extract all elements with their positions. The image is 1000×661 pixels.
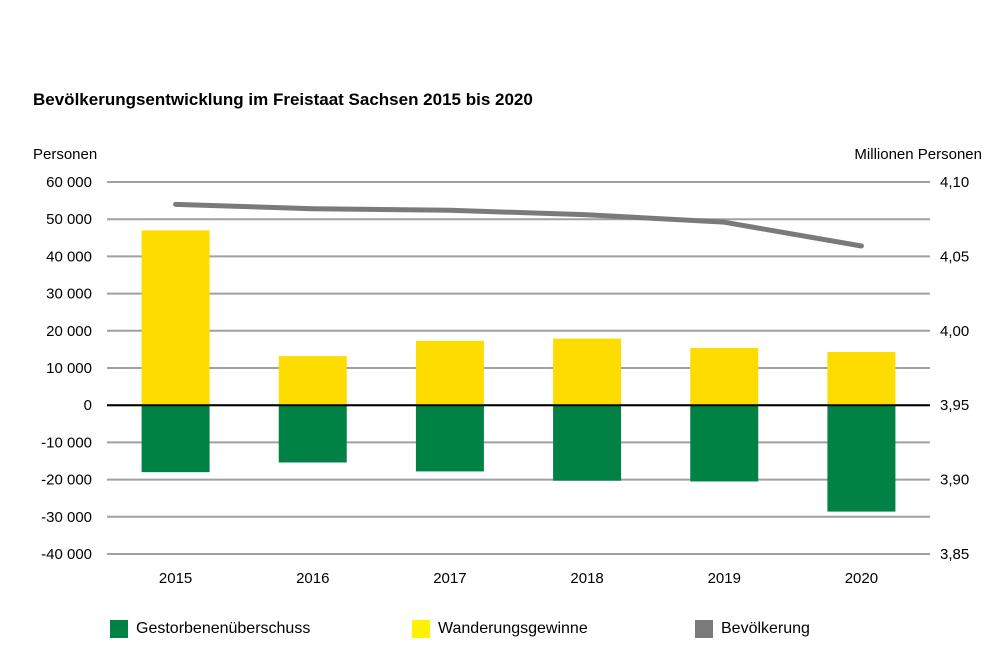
- y-tick-label: -40 000: [41, 546, 92, 563]
- y-tick-label: 0: [84, 397, 92, 414]
- chart-title: Bevölkerungsentwicklung im Freistaat Sac…: [33, 90, 533, 109]
- y-tick-label: -30 000: [41, 509, 92, 526]
- y2-axis-label: Millionen Personen: [854, 146, 982, 163]
- bar-wanderungsgewinne: [827, 352, 896, 406]
- bar-gestorbenenüberschuss: [141, 405, 210, 473]
- x-tick-label: 2018: [570, 570, 603, 587]
- bar-gestorbenenüberschuss: [827, 405, 896, 512]
- bar-gestorbenenüberschuss: [690, 405, 759, 482]
- y-tick-label: 20 000: [46, 323, 92, 340]
- legend-item-gestorbenenueberschuss: Gestorbenenüberschuss: [110, 620, 310, 638]
- bar-wanderungsgewinne: [690, 347, 759, 406]
- legend-item-bevoelkerung: Bevölkerung: [695, 620, 810, 638]
- y2-tick-label: 3,85: [940, 546, 969, 563]
- bar-gestorbenenüberschuss: [415, 405, 484, 472]
- x-tick-label: 2016: [296, 570, 329, 587]
- legend-swatch: [695, 620, 713, 638]
- x-tick-label: 2017: [433, 570, 466, 587]
- y-tick-label: 10 000: [46, 360, 92, 377]
- x-tick-label: 2019: [708, 570, 741, 587]
- y-tick-label: 40 000: [46, 248, 92, 265]
- bar-gestorbenenüberschuss: [278, 405, 347, 463]
- bar-wanderungsgewinne: [415, 340, 484, 406]
- bar-gestorbenenüberschuss: [553, 405, 622, 481]
- y-tick-label: 30 000: [46, 286, 92, 303]
- bar-wanderungsgewinne: [553, 338, 622, 406]
- legend-label: Wanderungsgewinne: [438, 620, 588, 637]
- bar-wanderungsgewinne: [278, 356, 347, 406]
- x-tick-label: 2020: [845, 570, 878, 587]
- y2-tick-label: 4,10: [940, 174, 969, 191]
- line-bevoelkerung: [173, 201, 864, 249]
- y2-tick-label: 4,00: [940, 323, 969, 340]
- legend-label: Bevölkerung: [721, 620, 810, 637]
- bar-wanderungsgewinne: [141, 230, 210, 406]
- legend-swatch: [412, 620, 430, 638]
- x-tick-label: 2015: [159, 570, 192, 587]
- legend-item-wanderungsgewinne: Wanderungsgewinne: [412, 620, 588, 638]
- y-tick-label: -10 000: [41, 434, 92, 451]
- y-tick-label: -20 000: [41, 472, 92, 489]
- legend-label: Gestorbenenüberschuss: [136, 620, 311, 637]
- legend-swatch: [110, 620, 128, 638]
- y-tick-label: 60 000: [46, 174, 92, 191]
- y2-tick-label: 4,05: [940, 248, 969, 265]
- y2-tick-label: 3,90: [940, 472, 969, 489]
- y2-tick-label: 3,95: [940, 397, 969, 414]
- y-tick-label: 50 000: [46, 211, 92, 228]
- y-axis-label: Personen: [33, 146, 98, 163]
